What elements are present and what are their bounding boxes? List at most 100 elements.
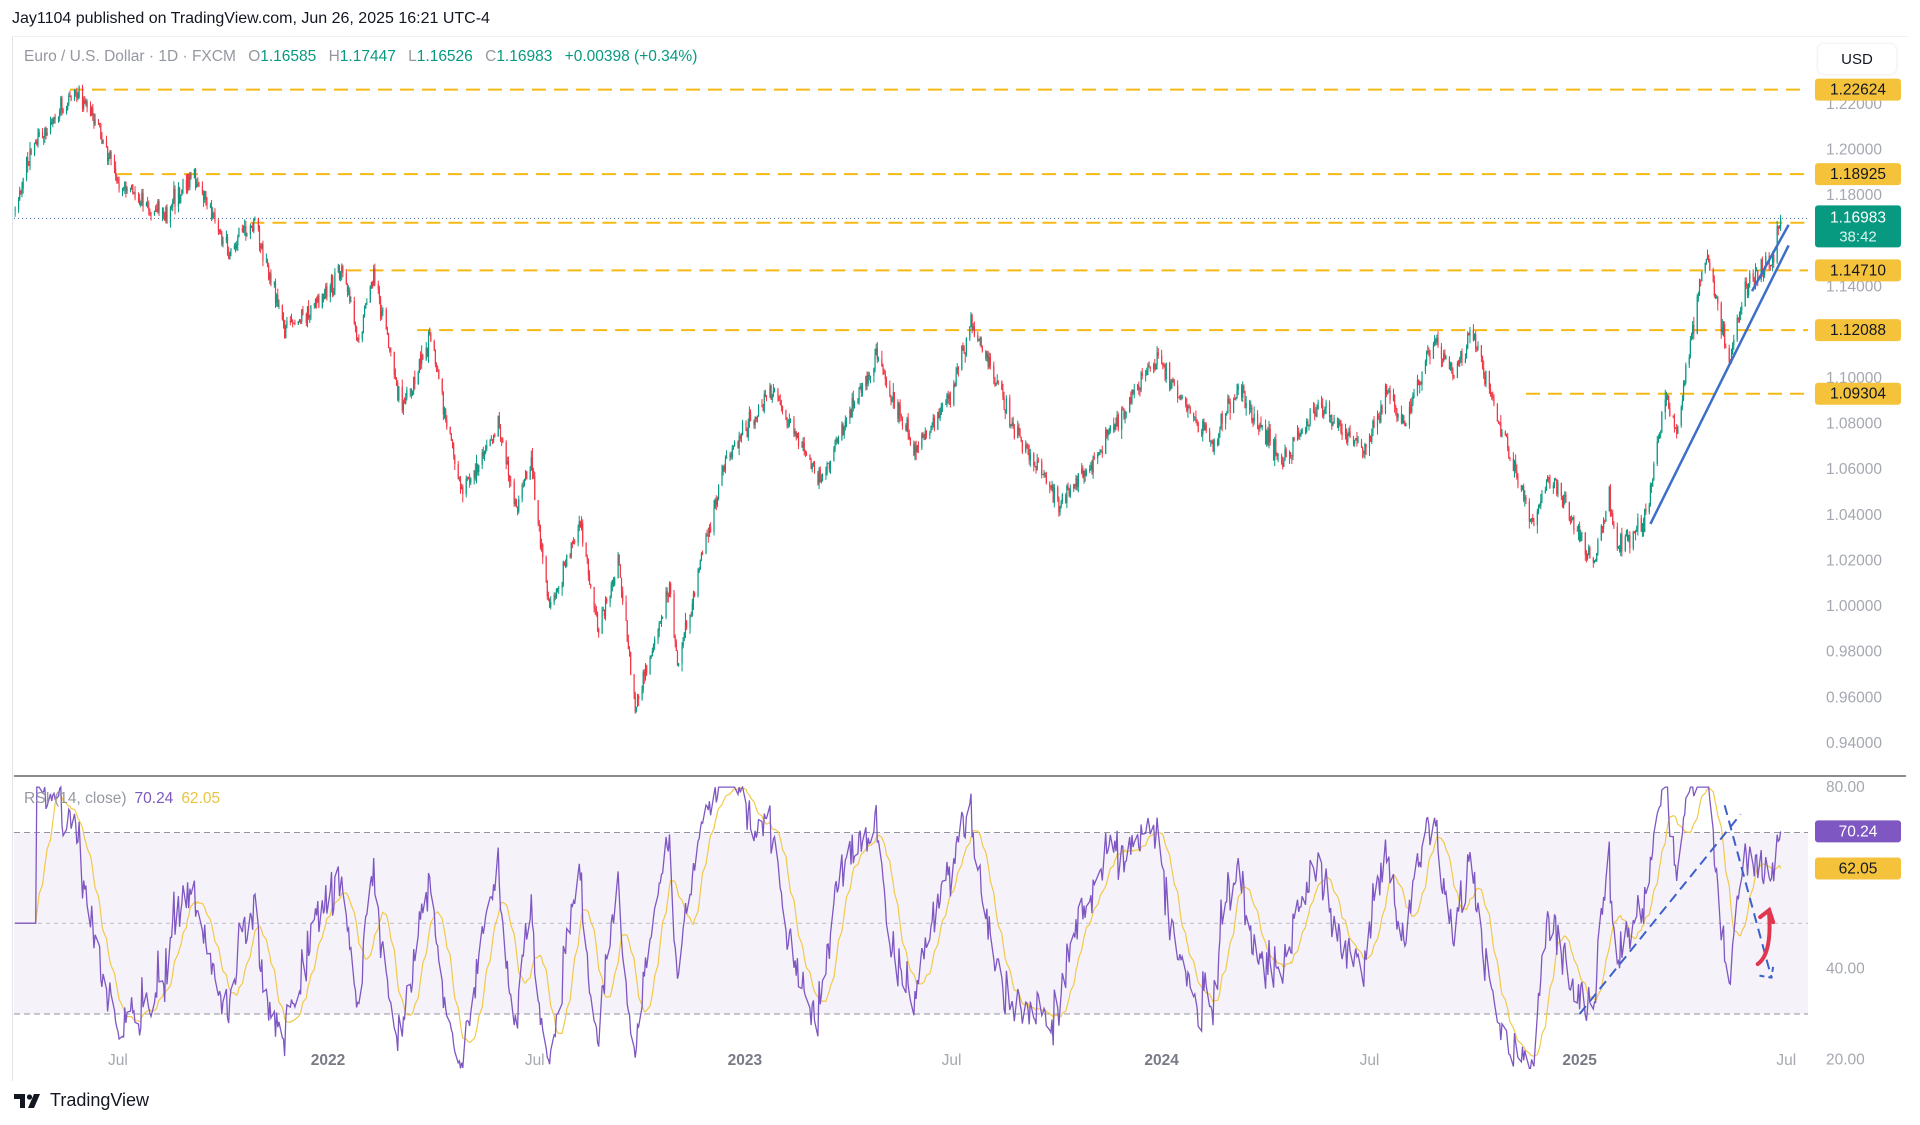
candle-body (36, 141, 38, 145)
candle-body (241, 228, 243, 232)
candle-body (217, 221, 220, 232)
candle-body (817, 473, 819, 484)
candle-body (953, 384, 955, 405)
candle-body (602, 610, 604, 611)
candle-body (1452, 369, 1454, 377)
candle-body (417, 372, 419, 385)
chart-frame[interactable] (12, 36, 1908, 1081)
candle-body (170, 207, 173, 209)
candle-body (1475, 334, 1477, 349)
candle-body (793, 419, 795, 434)
candle-body (1696, 296, 1698, 334)
candle-body (1019, 429, 1021, 438)
candle-body (721, 471, 723, 485)
candle-body (1386, 385, 1388, 395)
candle-body (509, 475, 511, 481)
candle-body (190, 174, 192, 178)
candle-body (326, 286, 328, 298)
candle-body (1269, 428, 1271, 443)
candle-body (99, 123, 101, 125)
candle-body (1769, 264, 1771, 267)
candle-body (1251, 407, 1253, 422)
candle-body (269, 273, 271, 280)
candle-body (606, 598, 608, 603)
candle-body (857, 401, 859, 404)
candle-body (1267, 430, 1269, 444)
candle-body (1588, 547, 1590, 555)
candle-body (1051, 485, 1053, 489)
candle-body (569, 554, 571, 558)
candle-body (397, 383, 399, 401)
candle-body (1259, 424, 1261, 429)
candle-body (453, 443, 455, 456)
candle-body (1547, 476, 1549, 482)
candle-body (281, 305, 283, 320)
candle-body (779, 400, 781, 405)
candle-body (212, 213, 214, 218)
candle-body (945, 404, 947, 406)
candle-body (715, 499, 717, 505)
candle-body (947, 394, 949, 400)
candle-body (1248, 403, 1251, 410)
candle-body (76, 93, 78, 99)
candle-body (1549, 479, 1551, 489)
candle-body (1477, 345, 1479, 350)
candle-body (438, 370, 440, 380)
candle-body (654, 639, 656, 645)
candle-body (542, 544, 544, 558)
candle-body (386, 329, 389, 334)
candle-body (1682, 385, 1685, 401)
candle-body (964, 353, 966, 355)
currency-button[interactable]: USD (1818, 44, 1896, 74)
candle-body (1720, 303, 1722, 333)
candle-body (157, 201, 159, 212)
candle-body (1589, 547, 1591, 559)
candle-body (1568, 502, 1570, 521)
high-key: H (328, 48, 340, 65)
candle-body (84, 100, 86, 104)
candle-body (1488, 371, 1490, 390)
candle-body (1073, 484, 1075, 489)
dashed-arrow-head (1759, 964, 1775, 979)
candle-body (469, 479, 471, 483)
candle-body (1333, 418, 1335, 423)
candle-body (371, 281, 374, 286)
candle-body (1553, 478, 1556, 486)
candle-body (1419, 382, 1421, 386)
candle-body (1481, 356, 1484, 369)
candle-body (1402, 415, 1404, 424)
candle-body (1365, 444, 1367, 448)
candle-body (949, 394, 951, 405)
candle-body (1301, 428, 1303, 434)
candle-body (550, 601, 552, 608)
candle-body (1597, 540, 1599, 554)
candle-body (1130, 397, 1132, 403)
candle-body (300, 320, 302, 322)
candle-body (493, 434, 495, 441)
candle-body (1220, 413, 1222, 430)
candle-body (188, 174, 190, 188)
candle-body (1733, 339, 1735, 345)
candle-body (46, 132, 48, 135)
candle-body (537, 500, 539, 523)
price-axis-tick: 1.06000 (1826, 461, 1882, 478)
candle-body (1389, 390, 1391, 401)
candle-body (113, 158, 116, 169)
axis-tags: 1.226241.189251.167951.147101.120881.093… (1815, 78, 1901, 880)
candle-body (646, 665, 648, 674)
candle-body (532, 471, 535, 476)
candle-body (610, 584, 612, 596)
candle-body (1069, 488, 1071, 497)
time-axis-tick: 2023 (728, 1052, 763, 1069)
candle-body (900, 415, 902, 417)
candle-body (1264, 424, 1267, 445)
candle-body (1388, 390, 1390, 393)
candle-body (765, 395, 768, 397)
candle-body (786, 418, 788, 426)
candle-body (246, 234, 248, 236)
candle-body (1608, 487, 1610, 512)
candle-body (956, 368, 958, 374)
candle-body (1378, 415, 1380, 417)
candle-body (236, 244, 238, 249)
